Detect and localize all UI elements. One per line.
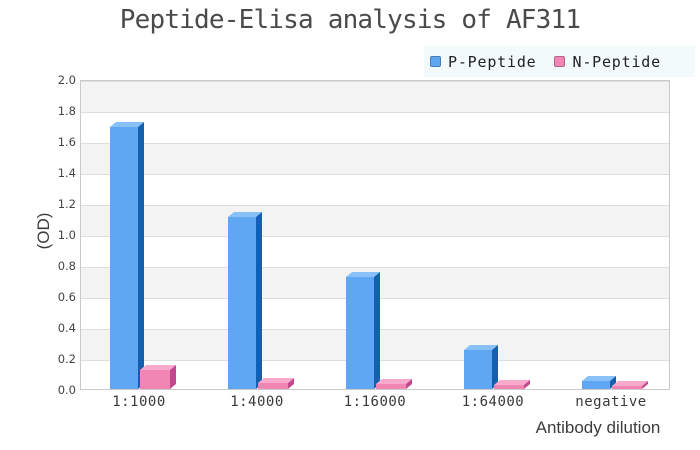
bar-side-face [256,211,262,389]
bar-n-peptide [258,377,294,389]
legend-item-n-peptide: N-Peptide [554,53,660,71]
y-tick-label: 0.4 [57,321,76,335]
gridline [81,143,669,144]
bar-p-peptide [228,211,262,389]
legend-label: N-Peptide [572,52,661,71]
bar-p-peptide [464,344,498,389]
bar-p-peptide [110,121,144,390]
x-tick-label: 1:4000 [230,394,284,410]
bar-p-peptide [346,271,380,389]
y-tick-label: 0.8 [57,259,76,273]
y-tick-label: 1.8 [57,104,76,118]
bar-n-peptide [140,364,176,389]
bar-p-peptide [582,375,616,389]
chart-title: Peptide-Elisa analysis of AF311 [119,5,581,35]
bar-side-face [138,121,144,390]
y-tick-label: 0.6 [57,290,76,304]
legend-label: P-Peptide [448,52,537,71]
y-tick-label: 0.0 [57,383,76,397]
x-tick-label: negative [575,394,647,410]
bar-side-face [170,364,176,389]
legend-item-p-peptide: P-Peptide [430,53,536,71]
y-tick-label: 0.2 [57,352,76,366]
x-tick-label: 1:64000 [461,394,525,410]
legend: P-Peptide N-Peptide [424,46,695,77]
gridline [81,81,669,82]
y-tick-label: 1.4 [57,166,76,180]
y-tick-label: 1.0 [57,228,76,242]
gridline [81,267,669,268]
bar-n-peptide [612,380,648,389]
x-axis-title: Antibody dilution [535,418,661,437]
bar-side-face [374,271,380,389]
x-tick-label: 1:1000 [112,394,166,410]
gridline [81,205,669,206]
bar-n-peptide [494,379,530,389]
x-tick-label: 1:16000 [343,394,407,410]
gridline [81,112,669,113]
gridline [81,236,669,237]
y-tick-label: 1.6 [57,135,76,149]
legend-swatch-p-peptide-icon [430,56,441,67]
y-tick-label: 2.0 [57,73,76,87]
bar-n-peptide [376,378,412,389]
legend-swatch-n-peptide-icon [554,56,566,67]
plot-area [80,80,670,390]
gridline [81,174,669,175]
y-tick-label: 1.2 [57,197,76,211]
